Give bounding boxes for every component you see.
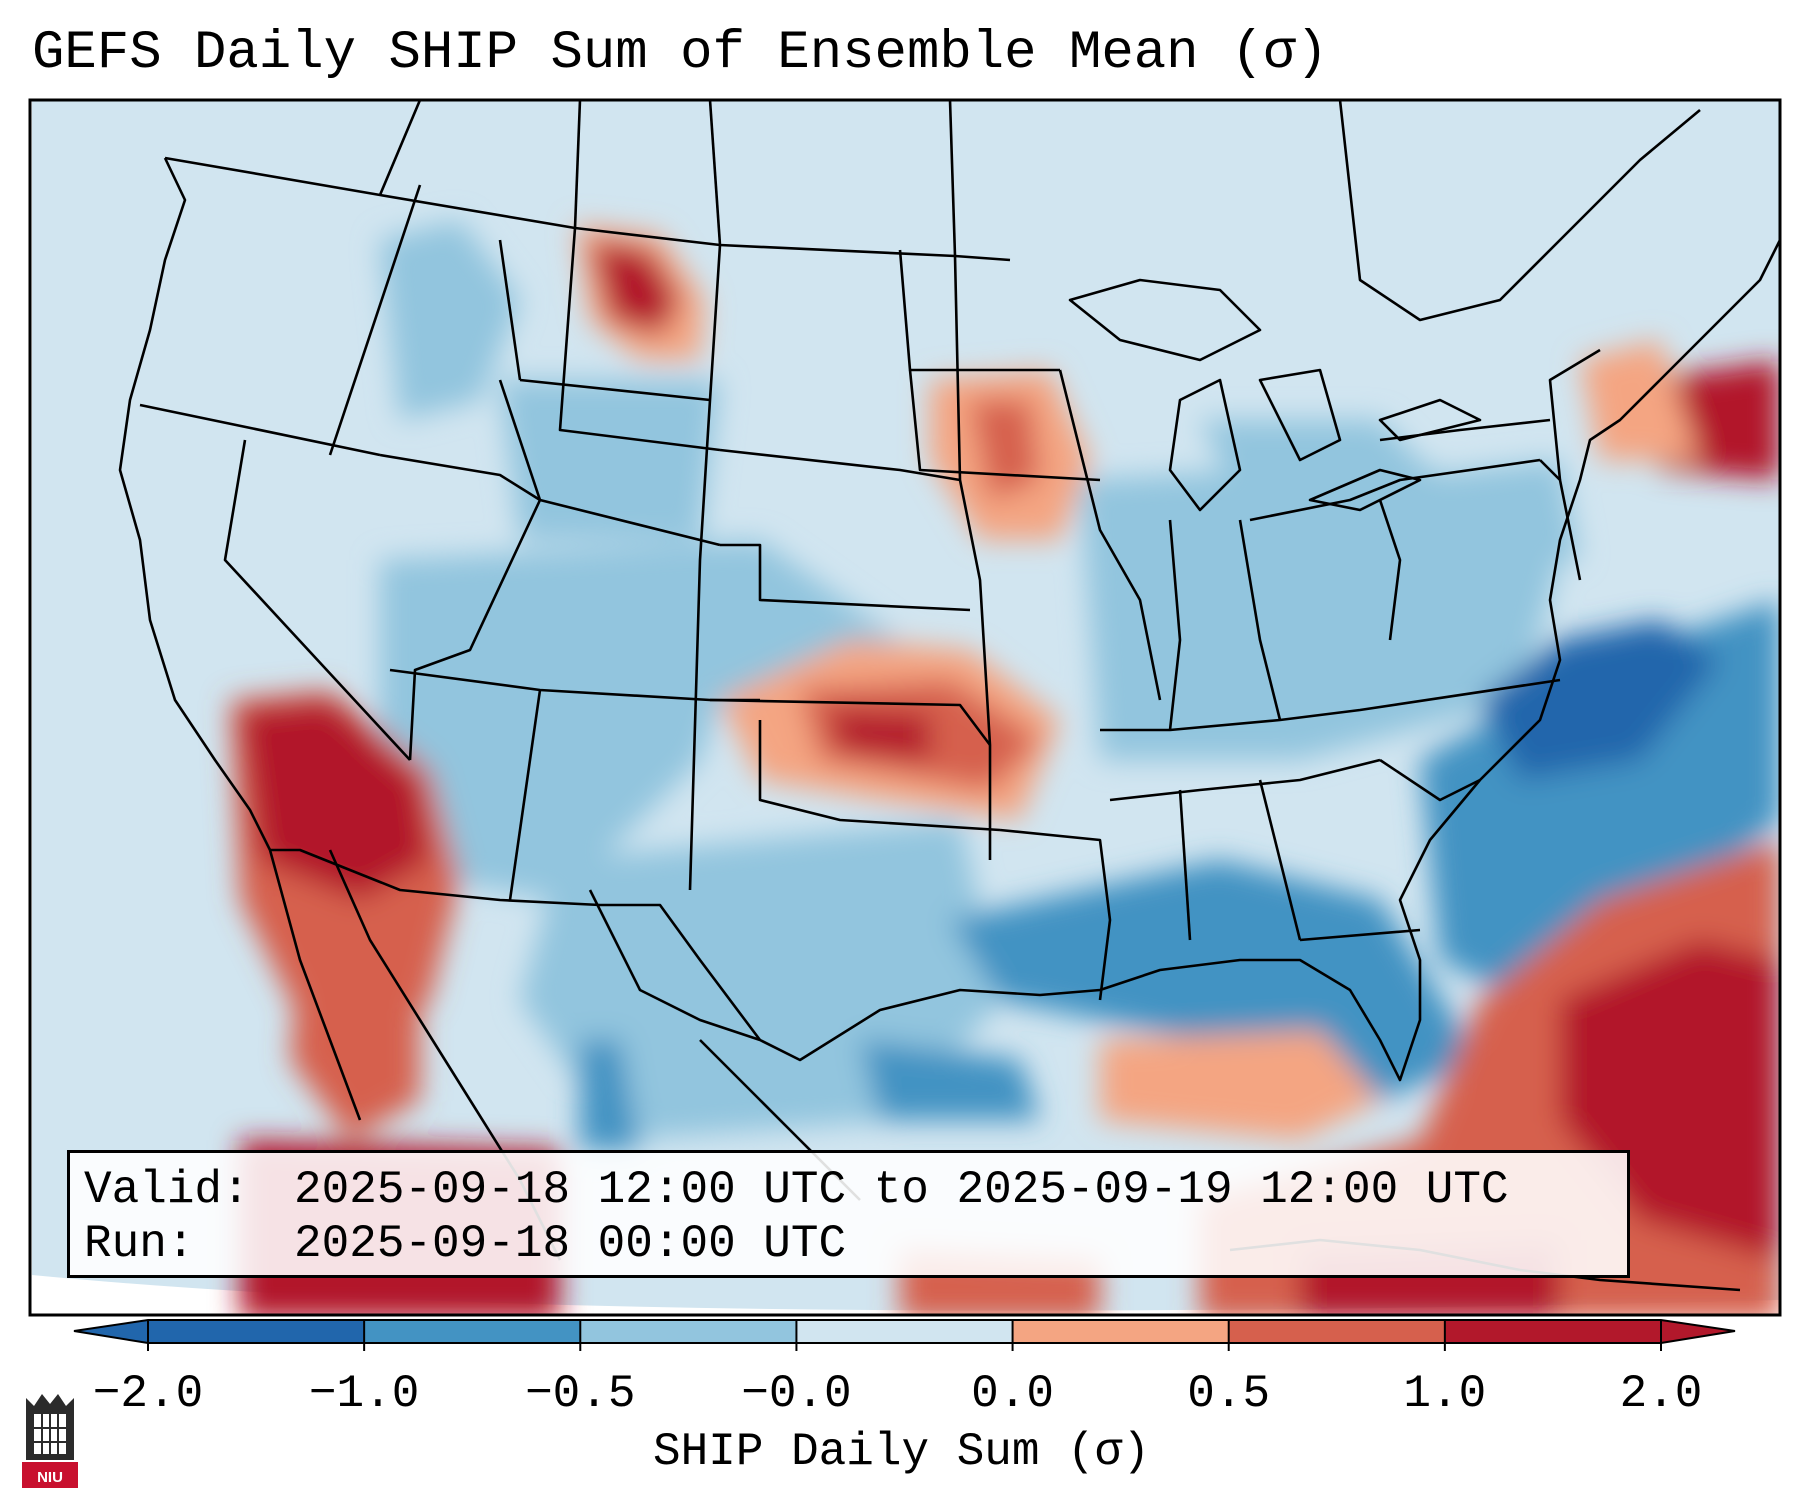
colorbar [73, 1319, 1736, 1351]
niu-logo-text: NIU [37, 1469, 63, 1486]
run-label: Run: [84, 1218, 195, 1270]
colorbar-label: SHIP Daily Sum (σ) [653, 1426, 1150, 1478]
colorbar-tick-label: 0.5 [1187, 1368, 1271, 1420]
colorbar-under-arrow [74, 1320, 148, 1343]
run-value: 2025-09-18 00:00 UTC [294, 1218, 847, 1270]
valid-value: 2025-09-18 12:00 UTC to 2025-09-19 12:00… [294, 1164, 1509, 1216]
colorbar-tick-label: −2.0 [92, 1368, 204, 1420]
colorbar-tick-label: 2.0 [1619, 1368, 1703, 1420]
colorbar-segment [1228, 1320, 1446, 1343]
negative-anomaly-fields [380, 220, 1780, 1150]
colorbar-tick-label: 0.0 [971, 1368, 1054, 1420]
run-row: Run: 2025-09-18 00:00 UTC [84, 1217, 1613, 1271]
colorbar-segment [580, 1320, 797, 1343]
valid-label: Valid: [84, 1164, 250, 1216]
colorbar-tick-label: −1.0 [308, 1368, 420, 1420]
map-frame [28, 98, 1782, 1317]
map-panel [28, 98, 1782, 1317]
colorbar-tick-label: 1.0 [1403, 1368, 1487, 1420]
colorbar-tick-label: −0.0 [741, 1368, 852, 1420]
state-boundaries [118, 100, 1780, 1292]
colorbar-segment [1012, 1320, 1230, 1343]
colorbar-over-arrow [1661, 1320, 1735, 1343]
niu-logo-icon: NIU [20, 1390, 80, 1490]
colorbar-segment [148, 1320, 365, 1343]
valid-row: Valid: 2025-09-18 12:00 UTC to 2025-09-19… [84, 1163, 1613, 1217]
colorbar-segment [364, 1320, 581, 1343]
colorbar-segment [1444, 1320, 1662, 1343]
colorbar-segment [796, 1320, 1014, 1343]
chart-title: GEFS Daily SHIP Sum of Ensemble Mean (σ) [32, 23, 1329, 84]
colorbar-tick-label: −0.5 [525, 1368, 636, 1420]
valid-run-info-box: Valid: 2025-09-18 12:00 UTC to 2025-09-19… [67, 1150, 1630, 1278]
